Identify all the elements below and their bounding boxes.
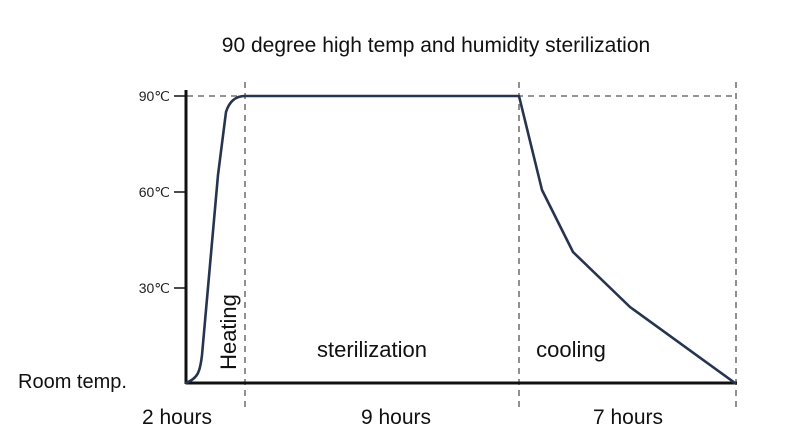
diagram-title: 90 degree high temp and humidity sterili… [222, 34, 650, 57]
duration-sterilization: 9 hours [361, 406, 431, 429]
phase-label-sterilization: sterilization [317, 337, 427, 362]
tick-label-90: 90℃ [139, 88, 170, 104]
phase-label-heating: Heating [216, 294, 241, 370]
room-temp-label: Room temp. [18, 371, 127, 393]
duration-cooling: 7 hours [593, 406, 663, 429]
temperature-curve [184, 94, 737, 385]
tick-label-60: 60℃ [139, 184, 170, 200]
duration-heating: 2 hours [142, 406, 212, 429]
phase-label-cooling: cooling [536, 337, 606, 362]
tick-label-30: 30℃ [139, 280, 170, 296]
